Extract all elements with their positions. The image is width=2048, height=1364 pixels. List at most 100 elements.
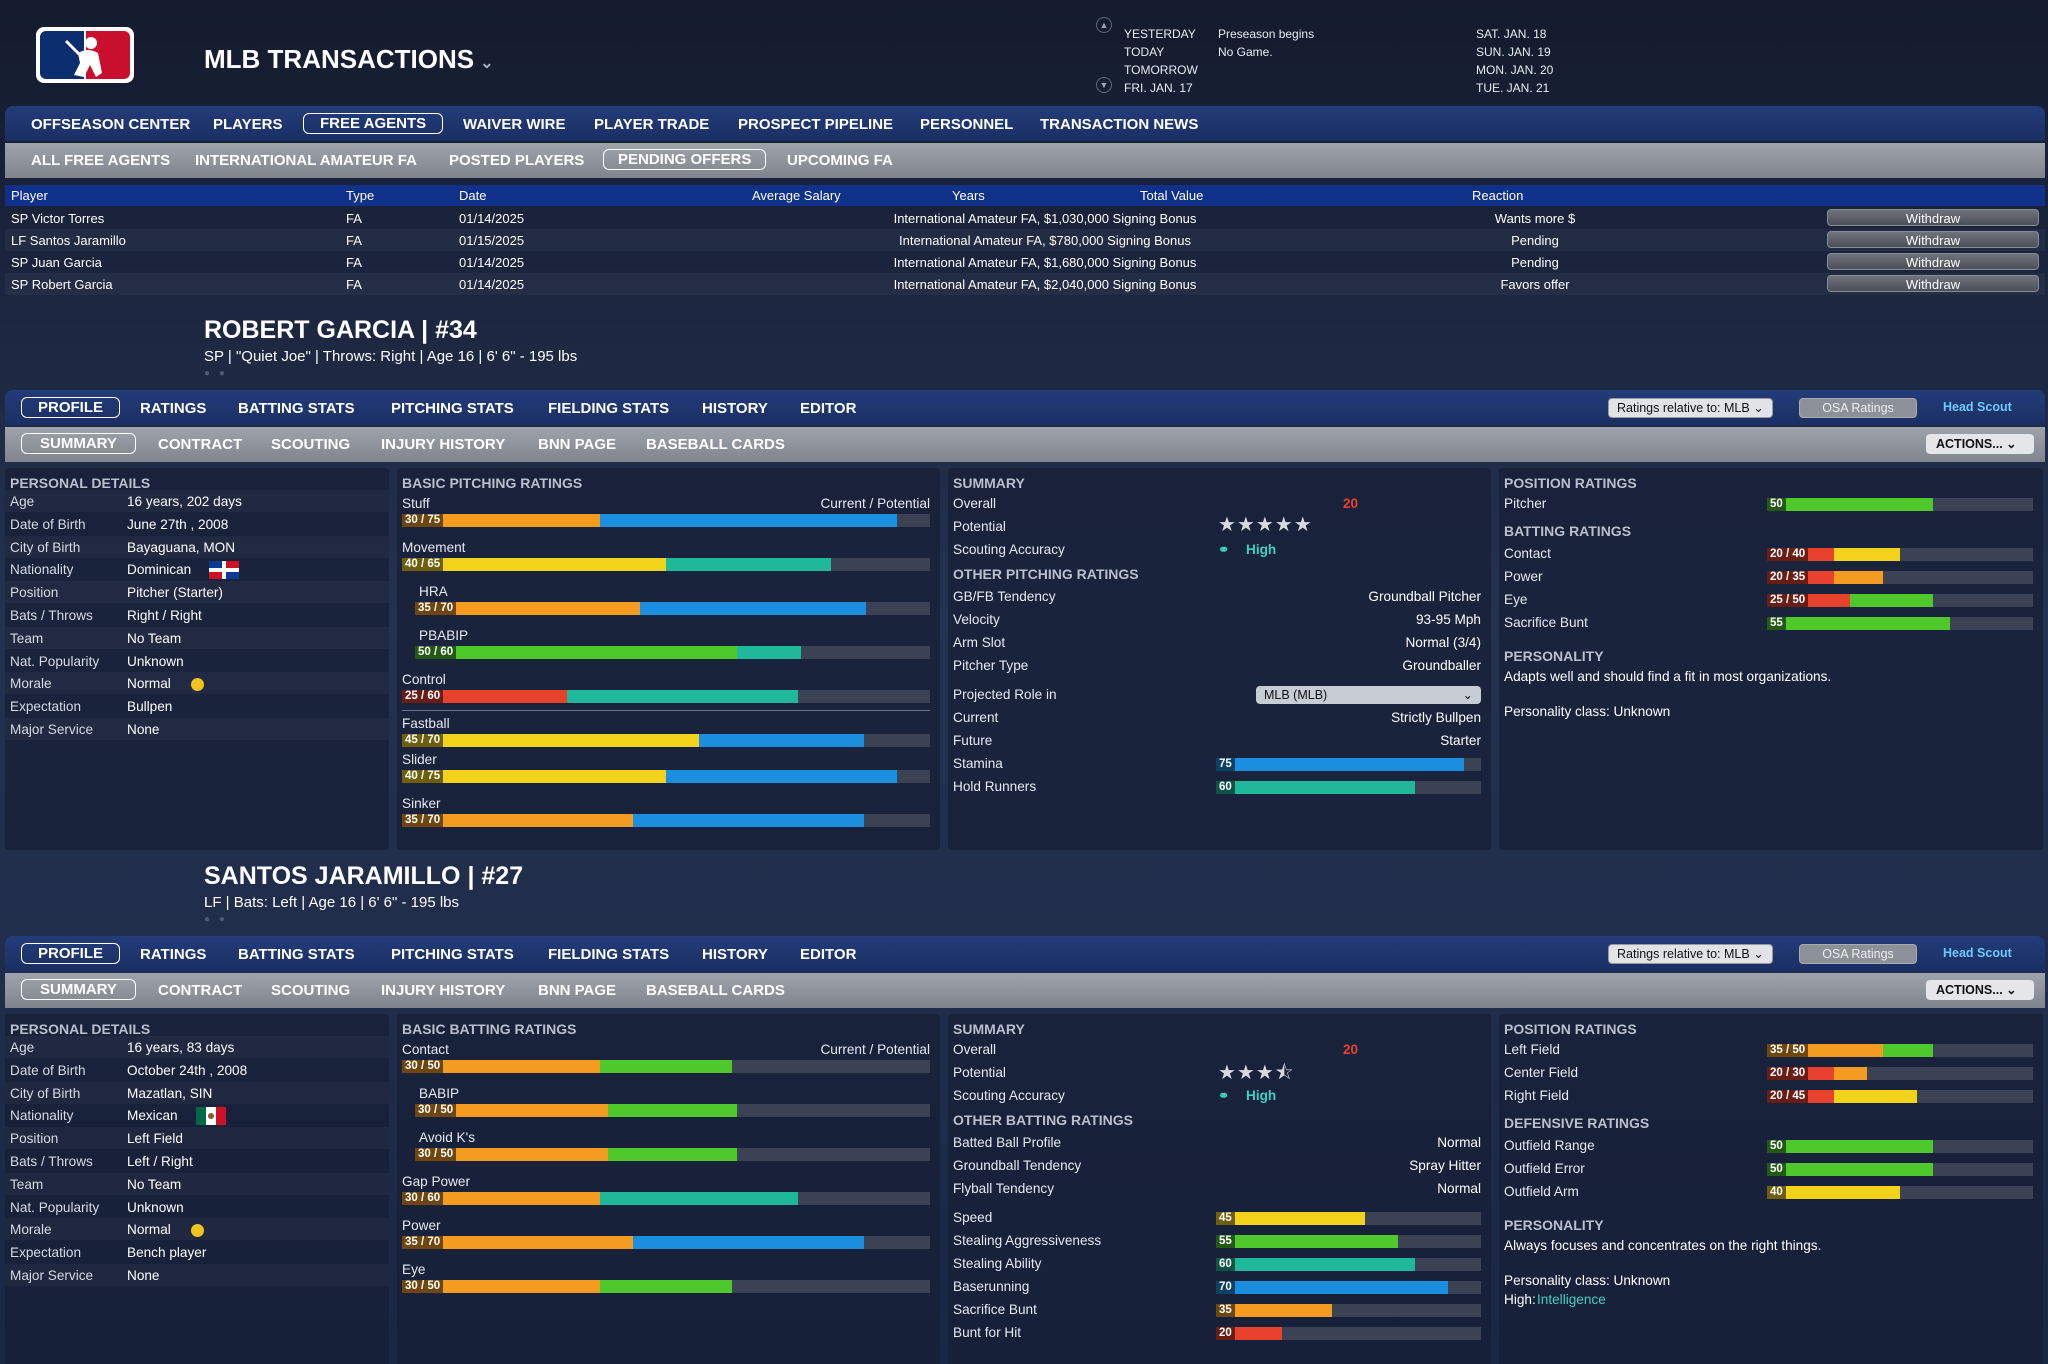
calendar-day-label[interactable]: TODAY [1124, 45, 1165, 59]
table-row[interactable]: SP Victor Torres FA 01/14/2025 Internationa… [5, 207, 2045, 229]
detail-label: Team [10, 1176, 44, 1192]
head-scout-toggle[interactable]: Head Scout [1943, 400, 2012, 414]
personality-high-label: High: [1504, 1292, 1536, 1307]
chevron-down-icon: ⌄ [2006, 983, 2017, 997]
detail-row: Major Service None [5, 1264, 389, 1286]
column-header[interactable]: Total Value [1140, 188, 1204, 203]
tab-profile[interactable]: PROFILE [21, 397, 121, 418]
subnav-posted-players[interactable]: POSTED PLAYERS [449, 152, 585, 169]
detail-label: Nat. Popularity [10, 1199, 100, 1215]
subtab-baseball-cards[interactable]: BASEBALL CARDS [646, 982, 785, 999]
tab-editor[interactable]: EDITOR [800, 400, 857, 417]
detail-value: Bench player [127, 1245, 207, 1261]
rating-bar: 35 / 70 [402, 814, 930, 827]
subtab-summary[interactable]: SUMMARY [21, 979, 136, 1000]
other-pitching-heading: OTHER PITCHING RATINGS [953, 566, 1139, 582]
head-scout-toggle[interactable]: Head Scout [1943, 946, 2012, 960]
rating-label: Contact [1504, 546, 1551, 561]
subtab-bnn-page[interactable]: BNN PAGE [538, 436, 617, 453]
tab-profile[interactable]: PROFILE [21, 943, 121, 964]
ratings-relative-dropdown[interactable]: Ratings relative to: MLB ⌄ [1608, 398, 1773, 418]
rating-value: 35 / 70 [402, 814, 444, 827]
nav-personnel[interactable]: PERSONNEL [920, 116, 1014, 133]
tab-editor[interactable]: EDITOR [800, 946, 857, 963]
table-row[interactable]: SP Juan Garcia FA 01/14/2025 International … [5, 251, 2045, 273]
subnav-all-free-agents[interactable]: ALL FREE AGENTS [31, 152, 171, 169]
withdraw-button[interactable]: Withdraw [1827, 253, 2039, 270]
rating-value: 20 [1216, 1327, 1235, 1340]
subtab-scouting[interactable]: SCOUTING [271, 982, 351, 999]
tab-ratings[interactable]: RATINGS [140, 400, 207, 417]
calendar-day-label[interactable]: TOMORROW [1124, 63, 1198, 77]
tab-ratings[interactable]: RATINGS [140, 946, 207, 963]
tab-fielding-stats[interactable]: FIELDING STATS [548, 400, 670, 417]
calendar-date[interactable]: TUE. JAN. 21 [1476, 81, 1550, 95]
subtab-summary[interactable]: SUMMARY [21, 433, 136, 454]
ratings-relative-dropdown[interactable]: Ratings relative to: MLB ⌄ [1608, 944, 1773, 964]
detail-value: 16 years, 202 days [127, 494, 242, 509]
calendar-day-label[interactable]: YESTERDAY [1124, 27, 1196, 41]
rating-label: Eye [402, 1262, 426, 1277]
table-row[interactable]: LF Santos Jaramillo FA 01/15/2025 Internati… [5, 229, 2045, 251]
column-header[interactable]: Type [346, 188, 375, 203]
nav-free-agents[interactable]: FREE AGENTS [303, 113, 444, 134]
nav-players[interactable]: PLAYERS [213, 116, 283, 133]
subtab-injury-history[interactable]: INJURY HISTORY [381, 982, 506, 999]
osa-ratings-toggle[interactable]: OSA Ratings [1799, 398, 1917, 418]
actions-dropdown[interactable]: ACTIONS... ⌄ [1926, 434, 2034, 454]
column-header[interactable]: Reaction [1472, 188, 1524, 203]
rating-label: Outfield Error [1504, 1161, 1585, 1176]
app-title[interactable]: MLB TRANSACTIONS ⌄ [204, 44, 494, 74]
column-header[interactable]: Years [952, 188, 985, 203]
potential-stars: ★★★★★ [1218, 514, 1313, 536]
subtab-bnn-page[interactable]: BNN PAGE [538, 982, 617, 999]
subnav-upcoming-fa[interactable]: UPCOMING FA [787, 152, 893, 169]
osa-ratings-toggle[interactable]: OSA Ratings [1799, 944, 1917, 964]
rating-label: PBABIP [419, 628, 469, 643]
calendar-date[interactable]: SUN. JAN. 19 [1476, 45, 1551, 59]
column-header[interactable]: Average Salary [752, 188, 841, 203]
subnav-international-amateur-fa[interactable]: INTERNATIONAL AMATEUR FA [195, 152, 417, 169]
tab-history[interactable]: HISTORY [702, 946, 768, 963]
rating-label: BABIP [419, 1086, 460, 1101]
tab-fielding-stats[interactable]: FIELDING STATS [548, 946, 670, 963]
tab-batting-stats[interactable]: BATTING STATS [238, 400, 355, 417]
column-header[interactable]: Player [11, 188, 48, 203]
nav-player-trade[interactable]: PLAYER TRADE [594, 116, 710, 133]
defensive-ratings-heading: DEFENSIVE RATINGS [1504, 1115, 1650, 1131]
column-header[interactable]: Date [459, 188, 487, 203]
calendar-down-icon[interactable]: ▼ [1096, 77, 1112, 93]
detail-row: Age 16 years, 202 days [5, 490, 389, 512]
tab-history[interactable]: HISTORY [702, 400, 768, 417]
tab-pitching-stats[interactable]: PITCHING STATS [391, 400, 514, 417]
calendar-date[interactable]: SAT. JAN. 18 [1476, 27, 1547, 41]
rating-label: Control [402, 672, 446, 687]
rating-value: 40 / 65 [402, 558, 444, 571]
table-row[interactable]: SP Robert Garcia FA 01/14/2025 Internationa… [5, 273, 2045, 295]
tab-pitching-stats[interactable]: PITCHING STATS [391, 946, 514, 963]
subnav-pending-offers[interactable]: PENDING OFFERS [603, 149, 767, 170]
projected-role-dropdown[interactable]: MLB (MLB) ⌄ [1256, 686, 1481, 704]
rating-bar: 70 [1216, 1281, 1481, 1294]
subtab-injury-history[interactable]: INJURY HISTORY [381, 436, 506, 453]
subtab-contract[interactable]: CONTRACT [158, 982, 243, 999]
actions-dropdown[interactable]: ACTIONS... ⌄ [1926, 980, 2034, 1000]
nav-waiver-wire[interactable]: WAIVER WIRE [463, 116, 566, 133]
withdraw-button[interactable]: Withdraw [1827, 275, 2039, 292]
subtab-contract[interactable]: CONTRACT [158, 436, 243, 453]
nav-offseason-center[interactable]: OFFSEASON CENTER [31, 116, 191, 133]
nav-prospect-pipeline[interactable]: PROSPECT PIPELINE [738, 116, 894, 133]
current-fill [402, 690, 567, 703]
rating-value: Normal [1437, 1181, 1481, 1196]
withdraw-button[interactable]: Withdraw [1827, 209, 2039, 226]
calendar-date[interactable]: MON. JAN. 20 [1476, 63, 1554, 77]
chevron-down-icon[interactable]: ⌄ [480, 55, 494, 72]
current-fill [1767, 1186, 1900, 1199]
tab-batting-stats[interactable]: BATTING STATS [238, 946, 355, 963]
calendar-up-icon[interactable]: ▲ [1096, 17, 1112, 33]
withdraw-button[interactable]: Withdraw [1827, 231, 2039, 248]
nav-transaction-news[interactable]: TRANSACTION NEWS [1040, 116, 1199, 133]
calendar-day-label[interactable]: FRI. JAN. 17 [1124, 81, 1193, 95]
subtab-scouting[interactable]: SCOUTING [271, 436, 351, 453]
subtab-baseball-cards[interactable]: BASEBALL CARDS [646, 436, 785, 453]
